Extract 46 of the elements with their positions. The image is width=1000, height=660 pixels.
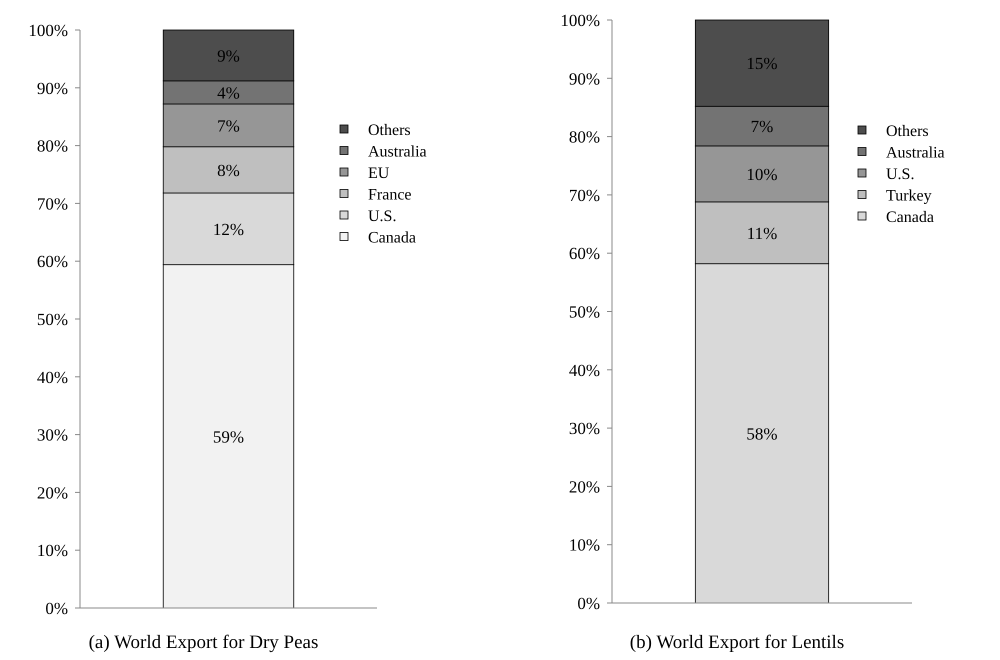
legend-label: Others: [368, 122, 411, 139]
data-label: 11%: [746, 224, 778, 243]
legend-label: U.S.: [886, 166, 914, 183]
data-label: 10%: [746, 164, 778, 184]
y-tick-label: 50%: [36, 310, 68, 329]
data-label: 12%: [212, 220, 244, 239]
data-label: 9%: [217, 46, 240, 66]
y-tick-label: 80%: [568, 128, 600, 147]
legend-label: Canada: [368, 230, 416, 246]
y-tick-label: 70%: [36, 194, 68, 214]
y-tick-label: 80%: [36, 136, 68, 156]
y-tick-label: 20%: [36, 483, 68, 502]
legend-label: France: [368, 186, 412, 204]
y-tick-label: 0%: [45, 599, 68, 618]
data-label: 8%: [217, 160, 240, 180]
y-tick-label: 0%: [577, 594, 600, 613]
y-tick-label: 30%: [568, 419, 600, 438]
y-tick-label: 70%: [568, 186, 600, 205]
data-label: 58%: [746, 424, 778, 444]
data-label: 7%: [750, 117, 774, 136]
legend-label: U.S.: [368, 208, 396, 225]
y-tick-label: 10%: [36, 541, 68, 560]
y-tick-label: 10%: [568, 536, 600, 555]
y-tick-label: 60%: [568, 244, 600, 264]
y-tick-label: 30%: [36, 426, 68, 445]
y-tick-label: 60%: [36, 252, 68, 272]
y-tick-label: 50%: [568, 302, 600, 322]
legend-label: Australia: [368, 144, 427, 160]
legend-label: Turkey: [886, 188, 932, 204]
y-tick-label: 40%: [36, 368, 68, 387]
data-label: 4%: [217, 83, 240, 102]
text: (a) World Export for Dry Peas: [88, 632, 318, 653]
data-label: 7%: [217, 116, 240, 136]
y-tick-label: 40%: [568, 360, 600, 380]
legend-label: EU: [368, 165, 390, 182]
data-label: 59%: [212, 427, 244, 446]
y-tick-label: 90%: [568, 69, 600, 88]
y-tick-label: 20%: [568, 477, 600, 496]
y-tick-label: 100%: [560, 11, 600, 30]
y-tick-label: 90%: [36, 78, 68, 98]
legend-label: Others: [886, 123, 929, 140]
y-tick-label: 100%: [28, 21, 68, 40]
legend-label: Canada: [886, 209, 934, 226]
text: (b) World Export for Lentils: [630, 632, 844, 653]
data-label: 15%: [746, 54, 778, 74]
legend-label: Australia: [886, 144, 945, 162]
